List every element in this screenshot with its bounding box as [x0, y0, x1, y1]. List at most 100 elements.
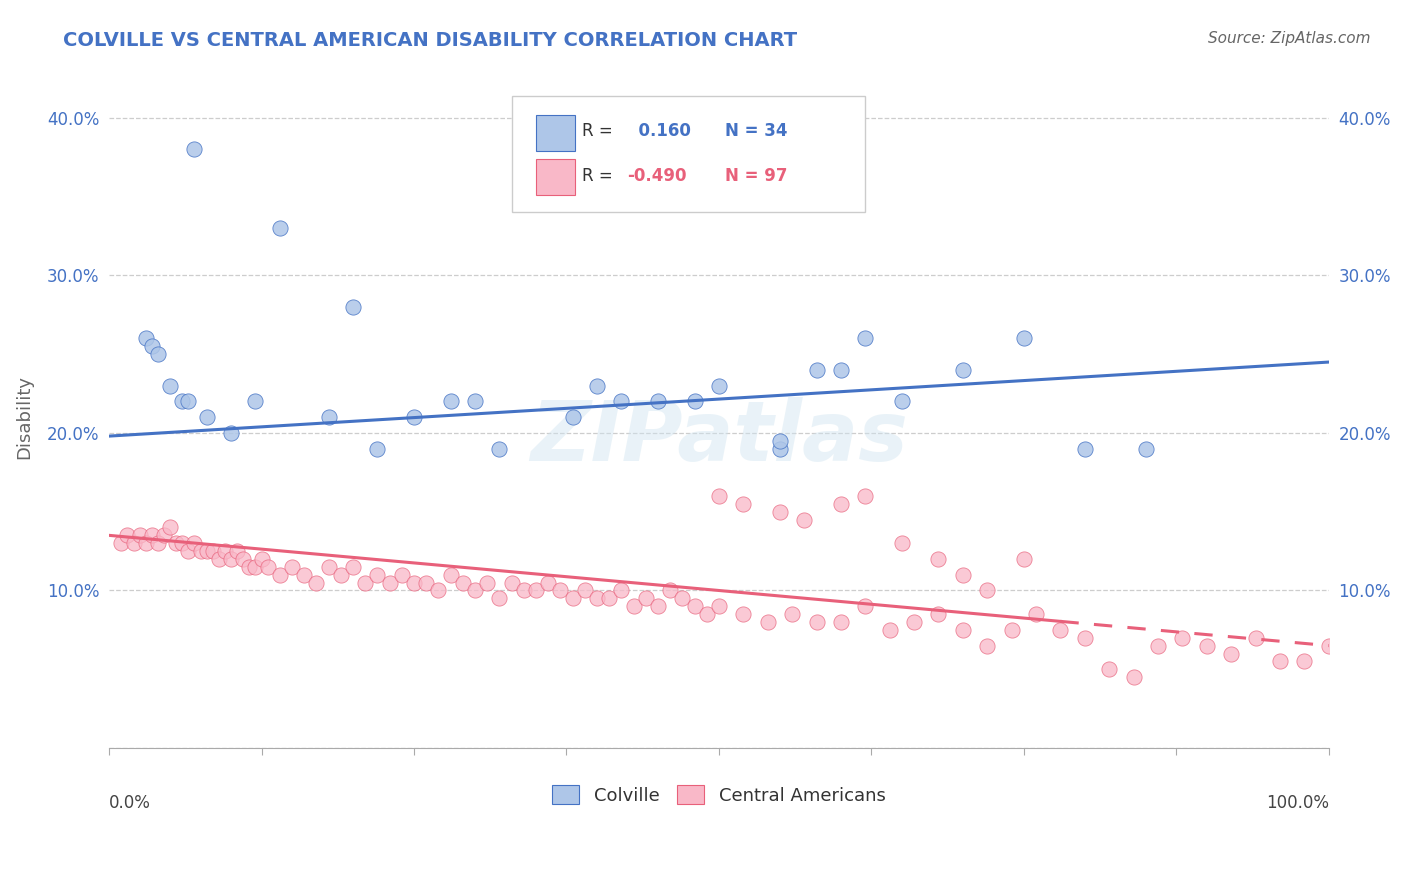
Text: R =: R =: [582, 122, 613, 140]
Point: [128, 528, 150, 542]
FancyBboxPatch shape: [512, 96, 865, 212]
Point: [623, 599, 645, 614]
Point: [342, 559, 364, 574]
Point: [513, 583, 536, 598]
Point: [342, 300, 364, 314]
Point: [219, 425, 242, 440]
Point: [976, 583, 998, 598]
Point: [769, 442, 792, 456]
Point: [1074, 442, 1097, 456]
Point: [1294, 654, 1316, 668]
Point: [671, 591, 693, 606]
Point: [952, 363, 974, 377]
Point: [172, 394, 194, 409]
Point: [141, 339, 163, 353]
Point: [281, 559, 304, 574]
FancyBboxPatch shape: [536, 115, 575, 151]
Point: [952, 623, 974, 637]
Point: [806, 615, 828, 629]
Point: [378, 575, 401, 590]
Point: [318, 559, 340, 574]
Text: COLVILLE VS CENTRAL AMERICAN DISABILITY CORRELATION CHART: COLVILLE VS CENTRAL AMERICAN DISABILITY …: [63, 31, 797, 50]
Point: [159, 520, 181, 534]
Point: [195, 544, 218, 558]
Point: [647, 599, 669, 614]
Point: [696, 607, 718, 621]
Point: [195, 410, 218, 425]
Y-axis label: Disability: Disability: [15, 376, 32, 459]
Point: [402, 575, 425, 590]
Point: [177, 394, 200, 409]
Point: [769, 505, 792, 519]
Point: [226, 544, 249, 558]
Point: [610, 583, 633, 598]
Point: [451, 575, 474, 590]
Point: [586, 378, 609, 392]
Point: [256, 559, 278, 574]
Point: [110, 536, 132, 550]
Point: [733, 497, 755, 511]
Point: [1025, 607, 1047, 621]
Point: [707, 489, 730, 503]
Text: 0.0%: 0.0%: [110, 795, 150, 813]
Point: [561, 410, 583, 425]
Point: [183, 536, 205, 550]
Point: [269, 221, 291, 235]
Point: [135, 331, 157, 345]
Point: [903, 615, 925, 629]
Point: [305, 575, 328, 590]
Point: [464, 583, 486, 598]
Point: [172, 536, 194, 550]
Point: [1195, 639, 1218, 653]
Point: [427, 583, 450, 598]
Point: [415, 575, 437, 590]
Point: [830, 497, 852, 511]
Text: -0.490: -0.490: [627, 167, 688, 185]
Point: [537, 575, 560, 590]
Point: [501, 575, 523, 590]
Point: [610, 394, 633, 409]
Point: [177, 544, 200, 558]
Point: [769, 434, 792, 448]
Point: [146, 347, 169, 361]
Text: ZIPatlas: ZIPatlas: [530, 397, 908, 477]
Point: [1001, 623, 1024, 637]
Text: 0.160: 0.160: [627, 122, 692, 140]
Point: [780, 607, 803, 621]
Text: Source: ZipAtlas.com: Source: ZipAtlas.com: [1208, 31, 1371, 46]
Point: [659, 583, 682, 598]
Point: [890, 394, 912, 409]
Point: [245, 394, 267, 409]
Text: N = 97: N = 97: [725, 167, 787, 185]
Point: [793, 513, 815, 527]
Point: [464, 394, 486, 409]
Point: [1049, 623, 1071, 637]
Point: [232, 552, 254, 566]
Point: [853, 599, 876, 614]
Point: [707, 378, 730, 392]
Point: [1135, 442, 1157, 456]
FancyBboxPatch shape: [536, 159, 575, 194]
Point: [245, 559, 267, 574]
Point: [135, 536, 157, 550]
Point: [586, 591, 609, 606]
Point: [488, 591, 510, 606]
Point: [292, 567, 315, 582]
Point: [250, 552, 273, 566]
Point: [238, 559, 260, 574]
Point: [1244, 631, 1267, 645]
Point: [190, 544, 212, 558]
Point: [1012, 552, 1035, 566]
Point: [927, 552, 949, 566]
Point: [830, 363, 852, 377]
Point: [1098, 662, 1121, 676]
Point: [952, 567, 974, 582]
Point: [1122, 670, 1144, 684]
Point: [647, 394, 669, 409]
Point: [153, 528, 176, 542]
Text: N = 34: N = 34: [725, 122, 787, 140]
Point: [159, 378, 181, 392]
Point: [524, 583, 547, 598]
Point: [756, 615, 779, 629]
Point: [122, 536, 145, 550]
